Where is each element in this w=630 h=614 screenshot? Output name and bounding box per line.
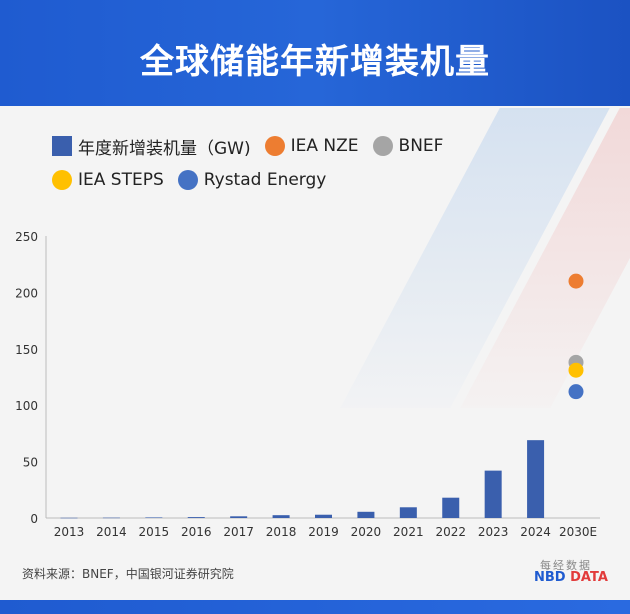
legend-item-bnef: BNEF — [372, 136, 444, 156]
bar-2018 — [272, 515, 290, 518]
legend-row-2: IEA STEPS Rystad Energy — [52, 166, 457, 194]
bar-2014 — [102, 517, 120, 519]
legend-swatch-iea-nze — [264, 136, 285, 156]
chart-legend: 年度新增装机量（GW) IEA NZE BNEF IEA STEPS Rysta… — [52, 132, 457, 200]
bar-2017 — [230, 516, 248, 518]
x-tick-label: 2017 — [223, 525, 254, 539]
forecast-point-iea-nze — [568, 273, 584, 289]
y-tick-label: 250 — [15, 230, 38, 244]
source-note: 资料来源：BNEF，中国银河证券研究院 — [22, 567, 234, 581]
bar-2022 — [442, 497, 460, 518]
bar-2023 — [484, 470, 502, 518]
bar-2020 — [357, 511, 375, 518]
y-tick-label: 150 — [15, 343, 38, 357]
legend-swatch-annual — [52, 136, 72, 156]
legend-label-rystad: Rystad Energy — [203, 170, 327, 190]
nbd-logo-chinese: 每经数据 — [540, 559, 592, 572]
x-tick-label: 2021 — [393, 525, 424, 539]
x-tick-label: 2023 — [478, 525, 509, 539]
bar-2015 — [145, 517, 163, 518]
bar-2019 — [315, 514, 332, 518]
forecast-point-iea-steps — [568, 362, 584, 378]
legend-label-bnef: BNEF — [398, 136, 444, 156]
y-tick-label: 200 — [15, 286, 38, 300]
legend-swatch-bnef — [372, 136, 393, 156]
legend-item-rystad: Rystad Energy — [177, 170, 327, 190]
x-tick-label: 2020 — [351, 525, 382, 539]
legend-item-iea-steps: IEA STEPS — [52, 170, 164, 190]
bar-2021 — [399, 507, 417, 518]
forecast-point-rystad-energy — [568, 384, 584, 400]
legend-item-annual: 年度新增装机量（GW) — [52, 134, 251, 159]
logo-data-text: DATA — [570, 570, 608, 585]
y-tick-label: 0 — [30, 512, 38, 526]
x-tick-label: 2024 — [520, 525, 551, 539]
bar-2016 — [187, 517, 205, 518]
chart-area: 0 50 100 150 200 250 2013 2014 2015 2016 2017 2018 2… — [15, 230, 600, 539]
y-tick-label: 100 — [15, 399, 38, 413]
header-banner: 全球储能年新增装机量 — [0, 0, 630, 106]
y-tick-label: 50 — [23, 456, 38, 470]
x-tick-label: 2018 — [266, 525, 297, 539]
x-tick-label: 2016 — [181, 525, 212, 539]
legend-swatch-rystad — [177, 170, 198, 190]
legend-label-iea-nze: IEA NZE — [290, 136, 359, 156]
page-title: 全球储能年新增装机量 — [140, 42, 490, 82]
x-tick-label: 2015 — [139, 525, 170, 539]
bar-2013 — [60, 517, 78, 519]
x-tick-label: 2019 — [308, 525, 339, 539]
x-tick-label: 2022 — [435, 525, 466, 539]
bar-2024 — [527, 440, 545, 518]
legend-row-1: 年度新增装机量（GW) IEA NZE BNEF — [52, 132, 457, 160]
logo-nbd-text: NBD — [534, 570, 566, 585]
x-tick-label: 2014 — [96, 525, 127, 539]
x-tick-label: 2030E — [559, 525, 597, 539]
x-tick-label: 2013 — [54, 525, 85, 539]
footer-bar — [0, 600, 630, 614]
legend-swatch-iea-steps — [52, 170, 72, 190]
legend-label-iea-steps: IEA STEPS — [78, 170, 164, 190]
legend-item-iea-nze: IEA NZE — [264, 136, 359, 156]
legend-label-annual: 年度新增装机量（GW) — [78, 138, 251, 159]
nbd-data-logo: NBD DATA — [534, 570, 608, 585]
